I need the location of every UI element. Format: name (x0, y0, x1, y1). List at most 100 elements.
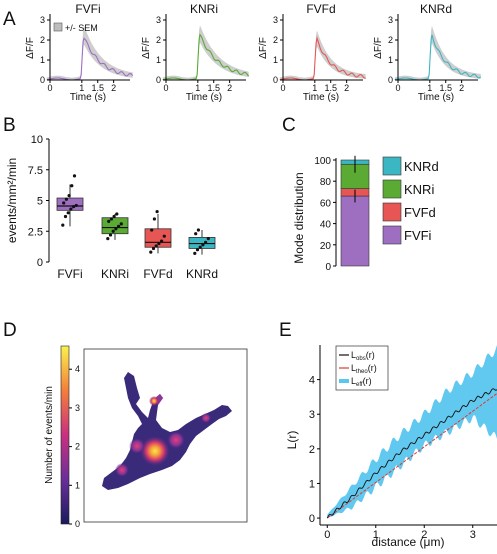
y-axis-label: ΔF/F (258, 37, 269, 59)
sem-band-knri (162, 25, 249, 80)
x-tick-label: 2 (459, 83, 464, 93)
y-tick-label: 1 (40, 55, 45, 65)
panel-label-d: D (3, 320, 17, 341)
legend-label-eff: Leff(r) (351, 376, 372, 388)
sem-band-fvfd (279, 30, 366, 81)
x-tick-label: 1.5 (439, 83, 452, 93)
legend-swatch-fvfi (382, 225, 402, 245)
data-point (151, 246, 156, 251)
x-tick-label: 1 (312, 83, 317, 93)
data-point (61, 223, 65, 227)
data-point (64, 197, 68, 201)
y-tick-label: 2.5 (28, 226, 43, 238)
panel-a-traces: FVFi 0 1 2 3 0 1 1.5 2 Time (s) ΔF/F KNRi 0 1 2 3 0 1 1.5 2… (25, 2, 482, 103)
data-point (111, 229, 115, 233)
colorbar-tick-label: 1 (75, 480, 80, 490)
panel-label-c: C (282, 115, 296, 136)
l-eff-band (327, 345, 497, 519)
data-point (72, 205, 76, 209)
data-point (72, 174, 77, 178)
box-knri (101, 217, 129, 235)
x-tick-label: 1 (427, 83, 432, 93)
y-tick-label: 40 (320, 220, 332, 231)
data-point (69, 207, 73, 211)
mean-trace-fvfd (279, 35, 366, 81)
panel-c-stacked-bar: 0 20 40 60 80 100 Mode distribution KNRd KNRi FVF… (292, 155, 439, 273)
panel-d-heatmap: 0 1 2 3 4 Number of events/min (44, 345, 248, 529)
data-point (114, 227, 118, 231)
y-tick-label: 7.5 (28, 165, 43, 177)
x-tick-label: 1.5 (207, 83, 220, 93)
y-tick-label: 20 (320, 241, 332, 252)
data-point (157, 241, 161, 246)
x-tick-label: 2 (111, 83, 116, 93)
sem-legend-swatch (53, 22, 63, 32)
colorbar (60, 345, 70, 525)
trace-title-knrd: KNRd (420, 2, 452, 16)
y-tick-label: 0 (325, 262, 331, 273)
colorbar-tick-label: 3 (75, 403, 80, 413)
colorbar-label: Number of events/min (44, 386, 55, 484)
data-point (201, 243, 205, 247)
data-point (194, 232, 198, 236)
trace-title-fvfi: FVFi (75, 2, 100, 16)
x-tick-label: 1 (195, 83, 200, 93)
legend-label-knri: KNRi (404, 182, 434, 197)
category-label-fvfi: FVFi (57, 267, 82, 281)
x-tick-label: 2 (344, 83, 349, 93)
category-label-knri: KNRi (101, 267, 129, 281)
y-axis-label: Mode distribution (292, 172, 306, 263)
y-tick-label: 2 (40, 35, 45, 45)
data-point (149, 250, 153, 254)
category-label-knrd: KNRd (186, 267, 218, 281)
x-tick-label: 0 (324, 529, 330, 541)
x-tick-label: 0 (47, 83, 52, 93)
legend-label-fvfd: FVFd (404, 205, 436, 220)
legend-label-fvfi: FVFi (404, 228, 432, 243)
data-point (119, 222, 123, 226)
data-point (193, 251, 197, 255)
y-tick-label: 80 (320, 177, 332, 188)
y-axis-label: ΔF/F (141, 37, 152, 59)
x-axis-label: distance (μm) (372, 535, 445, 549)
y-tick-label: 0 (156, 75, 161, 85)
y-tick-label: 0 (309, 513, 315, 525)
data-point (206, 237, 210, 241)
data-point (117, 224, 121, 228)
y-tick-label: 1 (273, 55, 278, 65)
data-point (162, 234, 166, 238)
stack-segment-fvfi (340, 195, 370, 267)
y-tick-label: 1 (309, 478, 315, 490)
panel-label-a: A (3, 9, 16, 30)
data-point (155, 209, 159, 214)
y-tick-label: 3 (156, 15, 161, 25)
x-tick-label: 1.5 (91, 83, 104, 93)
panel-label-e: E (279, 320, 292, 341)
y-axis-label: ΔF/F (373, 37, 384, 59)
data-point (152, 217, 156, 221)
x-tick-label: 1 (79, 83, 84, 93)
y-tick-label: 60 (320, 198, 332, 209)
legend-swatch-knrd (382, 156, 402, 176)
y-tick-label: 0 (273, 75, 278, 85)
trace-title-fvfd: FVFd (306, 2, 335, 16)
y-tick-label: 1 (388, 55, 393, 65)
y-axis-label: L(r) (285, 431, 299, 450)
trace-title-knri: KNRi (190, 2, 218, 16)
colorbar-tick-label: 4 (75, 364, 80, 374)
legend-label-theo: Ltheo(r) (351, 363, 377, 375)
y-tick-label: 0 (40, 75, 45, 85)
y-tick-label: 3 (40, 15, 45, 25)
sem-band-knrd (394, 25, 481, 80)
x-tick-label: 0 (280, 83, 285, 93)
mean-trace-fvfi (46, 37, 134, 81)
y-tick-label: 10 (31, 134, 43, 146)
data-point (63, 214, 68, 219)
y-tick-label: 0 (388, 75, 393, 85)
data-point (107, 219, 111, 224)
x-tick-label: 1.5 (324, 83, 337, 93)
cell-shape (102, 372, 232, 490)
data-point (62, 201, 66, 205)
mean-trace-knri (162, 33, 250, 81)
